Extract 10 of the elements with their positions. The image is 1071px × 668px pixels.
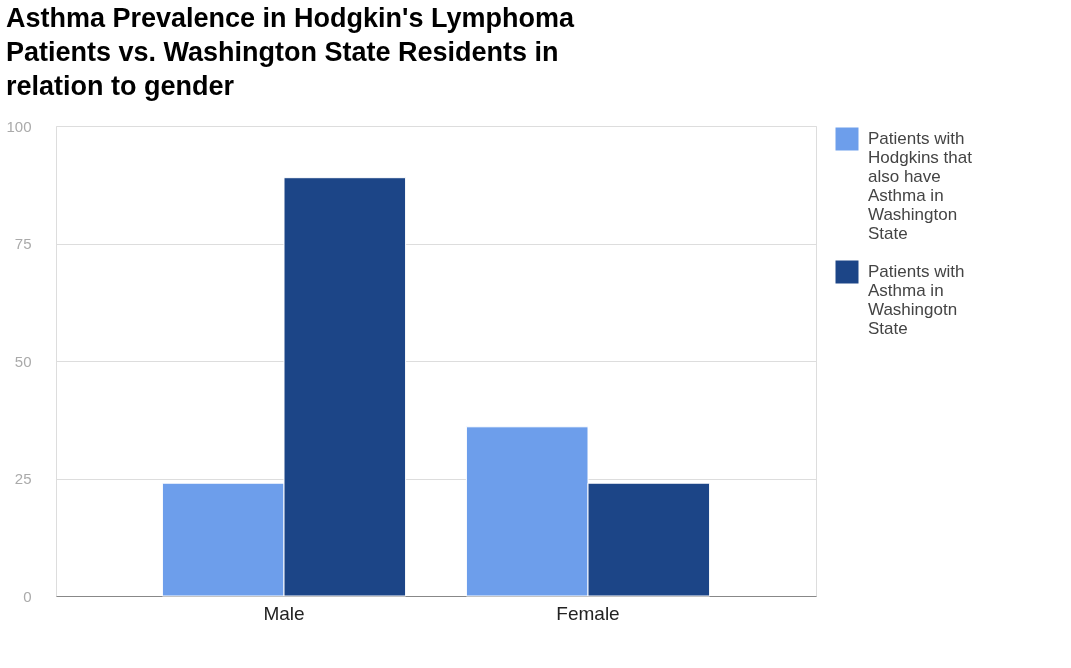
y-tick-label: 0: [23, 587, 32, 605]
legend-label: Patients with Hodgkins that also have Asthma in Washington State: [868, 129, 973, 243]
y-tick-label: 75: [14, 235, 32, 252]
y-tick-label: 100: [6, 117, 32, 135]
y-tick-label: 50: [14, 352, 32, 370]
x-tick-label: Female: [556, 602, 620, 624]
legend-label: Patients with Asthma in Washingotn State: [868, 262, 965, 338]
chart-title: Asthma Prevalence in Hodgkin's Lymphoma Patients vs. Washington State Residents in relation to gender: [5, 3, 576, 101]
y-tick-label: 25: [14, 470, 32, 487]
x-tick-label: Male: [263, 602, 305, 624]
